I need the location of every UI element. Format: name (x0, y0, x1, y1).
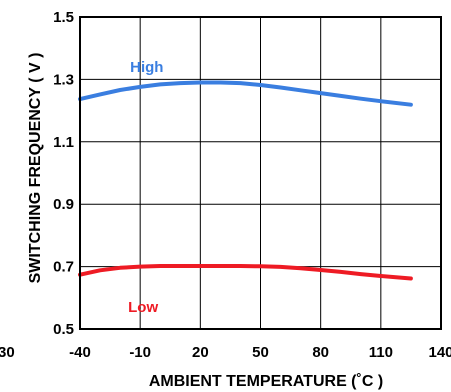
y-tick-label: 1.1 (53, 134, 74, 151)
x-tick-label: 110 (369, 344, 393, 361)
y-tick-label: 0.5 (53, 321, 74, 338)
x-tick-label: 140 (428, 344, 451, 361)
y-tick-labels: 0.5 0.7 0.9 1.1 1.3 1.5 (53, 9, 74, 338)
series-layer: High Low (78, 59, 413, 316)
series-line-high (78, 80, 413, 107)
partial-x-tick-label: 30 (0, 344, 15, 361)
y-tick-label: 0.7 (53, 259, 74, 276)
x-tick-label: -10 (129, 344, 151, 361)
x-tick-label: 20 (192, 344, 209, 361)
x-tick-labels: -40 -10 20 50 80 110 140 (69, 344, 451, 361)
x-tick-label: -40 (69, 344, 91, 361)
y-tick-label: 0.9 (53, 196, 74, 213)
series-label-low: Low (128, 299, 158, 316)
y-tick-label: 1.3 (53, 71, 74, 88)
plot-frame (79, 16, 442, 330)
x-tick-label: 50 (252, 344, 269, 361)
series-label-high: High (130, 59, 163, 76)
x-tick-label: 80 (312, 344, 329, 361)
y-tick-label: 1.5 (53, 9, 74, 26)
y-axis-title: SWITCHING FREQUENCY ( V ) (27, 53, 44, 284)
x-axis-title: AMBIENT TEMPERATURE (˚C ) (149, 373, 383, 390)
series-line-low (78, 264, 413, 281)
